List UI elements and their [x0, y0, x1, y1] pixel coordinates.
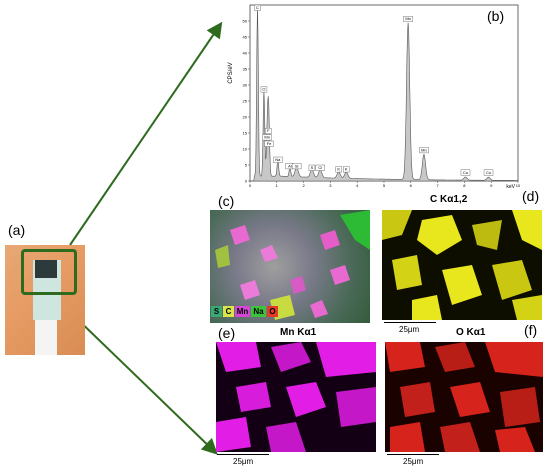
- x-axis-label: keV: [506, 184, 515, 190]
- peak-label: O: [260, 86, 268, 93]
- panel-label-c: (c): [218, 193, 235, 209]
- x-tick-label: 7: [436, 183, 439, 188]
- y-tick-label: 25: [243, 99, 248, 104]
- map-title-e: Mn Kα1: [280, 327, 317, 338]
- x-tick-label: 0: [249, 183, 252, 188]
- oxygen-map: [385, 342, 543, 452]
- x-tick-label: 4: [356, 183, 359, 188]
- y-tick-label: 5: [245, 163, 248, 168]
- scale-bar-d: [384, 322, 436, 323]
- y-tick-label: 10: [243, 147, 248, 152]
- peak-label: K: [335, 166, 342, 173]
- y-axis-label: CPS/eV: [228, 62, 234, 83]
- svg-text:O: O: [262, 87, 265, 92]
- svg-text:Mn: Mn: [264, 135, 270, 140]
- sample-photo: [5, 245, 85, 355]
- svg-text:Cu: Cu: [486, 170, 491, 175]
- svg-text:S: S: [311, 165, 314, 170]
- spectrum-frame: [249, 4, 519, 182]
- peak-label: Si: [291, 163, 302, 170]
- oxygen-map-pattern: [385, 342, 543, 452]
- carbon-map-pattern: [382, 210, 542, 320]
- peak-label: S: [308, 164, 316, 171]
- y-tick-label: 15: [243, 131, 248, 136]
- y-tick-label: 40: [243, 51, 248, 56]
- y-tick-label: 0: [245, 179, 248, 184]
- scale-text-d: 25μm: [399, 325, 420, 334]
- peak-label: Na: [273, 156, 283, 163]
- element-legend: S C Mn Na O: [211, 306, 291, 320]
- svg-text:F: F: [267, 128, 270, 133]
- peak-label: Mn: [262, 134, 272, 141]
- svg-text:Fe: Fe: [267, 141, 272, 146]
- scale-bar-e: [217, 454, 269, 455]
- peak-label: Mn: [419, 147, 429, 154]
- svg-text:Mn: Mn: [421, 147, 427, 152]
- panel-label-d: (d): [522, 188, 540, 204]
- scale-bar-f: [387, 454, 439, 455]
- svg-text:Cu: Cu: [463, 170, 468, 175]
- svg-text:Si: Si: [295, 163, 299, 168]
- svg-text:Na: Na: [275, 157, 281, 162]
- legend-o: O: [267, 306, 278, 317]
- svg-text:K: K: [345, 167, 348, 172]
- x-tick-label: 5: [383, 183, 386, 188]
- sample-stand: [35, 320, 57, 355]
- legend-mn: Mn: [235, 306, 250, 317]
- arrow-to-maps: [69, 311, 218, 455]
- manganese-map: [216, 342, 376, 452]
- x-tick-label: 2: [302, 183, 305, 188]
- svg-text:Al: Al: [288, 163, 292, 168]
- x-tick-label: 6: [410, 183, 413, 188]
- svg-text:Mn: Mn: [405, 16, 411, 21]
- y-tick-label: 30: [243, 83, 248, 88]
- x-tick-label: 1: [276, 183, 279, 188]
- peak-label: Cu: [460, 169, 471, 176]
- svg-text:Cl: Cl: [318, 165, 322, 170]
- x-tick-label: 10: [516, 183, 520, 188]
- y-tick-label: 20: [243, 115, 248, 120]
- peak-label: Cu: [483, 169, 494, 176]
- y-tick-label: 50: [243, 19, 248, 24]
- manganese-map-pattern: [216, 342, 376, 452]
- map-title-f: O Kα1: [456, 327, 486, 338]
- scale-text-f: 25μm: [403, 457, 424, 466]
- arrow-to-spectrum: [69, 21, 223, 246]
- peak-label: Mn: [403, 15, 413, 22]
- peak-label: F: [265, 127, 272, 134]
- svg-text:K: K: [337, 167, 340, 172]
- panel-label-b: (b): [487, 8, 505, 24]
- x-tick-label: 9: [490, 183, 493, 188]
- scale-text-e: 25μm: [233, 457, 254, 466]
- panel-label-a: (a): [8, 222, 26, 238]
- carbon-map: [382, 210, 542, 320]
- peak-label: C: [254, 4, 261, 11]
- sample-highlight-box: [21, 249, 77, 295]
- panel-label-f: (f): [524, 322, 538, 338]
- x-tick-label: 3: [329, 183, 332, 188]
- y-tick-label: 45: [243, 35, 248, 40]
- svg-text:C: C: [256, 5, 259, 10]
- peak-label: K: [343, 166, 350, 173]
- x-tick-label: 8: [463, 183, 466, 188]
- composite-crystals: [215, 210, 370, 320]
- sample-coating: [35, 260, 57, 278]
- spectrum-line: [250, 4, 519, 182]
- legend-c: C: [223, 306, 234, 317]
- legend-s: S: [211, 306, 222, 317]
- y-tick-label: 35: [243, 67, 248, 72]
- composite-element-map: [210, 210, 370, 323]
- panel-label-e: (e): [218, 325, 236, 341]
- peak-label: Cl: [315, 164, 325, 171]
- legend-na: Na: [251, 306, 266, 317]
- map-title-c: C Kα1,2: [430, 194, 468, 205]
- peak-label: Fe: [264, 140, 274, 147]
